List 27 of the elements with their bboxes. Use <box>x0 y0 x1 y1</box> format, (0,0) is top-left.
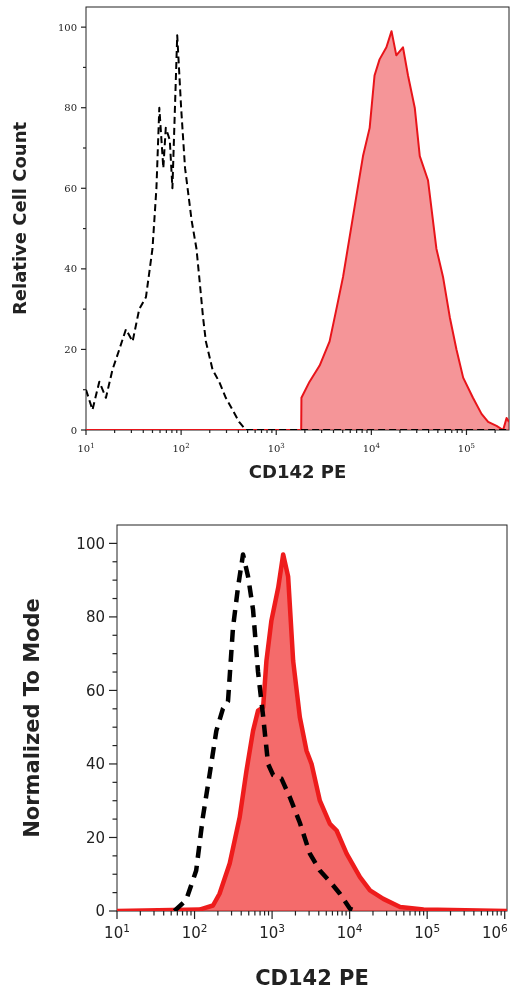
y-tick-label: 100 <box>57 21 77 33</box>
x-tick-label: 10$^{5}$ <box>457 442 476 454</box>
x-tick-label: 10$^{2}$ <box>172 442 190 454</box>
x-tick-label: 10$^{4}$ <box>336 922 363 942</box>
x-tick-label: 10$^{1}$ <box>104 922 130 942</box>
y-tick-label: 100 <box>76 534 105 553</box>
y-axis-title: Relative Cell Count <box>9 121 31 316</box>
y-tick-label: 20 <box>85 828 105 847</box>
y-tick-label: 80 <box>85 608 105 627</box>
x-axis-title: CD142 PE <box>255 966 369 990</box>
y-tick-label: 0 <box>70 424 77 436</box>
y-tick-label: 60 <box>64 182 77 194</box>
y-tick-label: 40 <box>85 755 105 774</box>
y-tick-label: 0 <box>95 902 105 921</box>
x-tick-label: 10$^{4}$ <box>362 442 381 454</box>
y-tick-label: 60 <box>85 681 105 700</box>
y-axis-title: Normalized To Mode <box>20 598 45 838</box>
x-tick-label: 10$^{3}$ <box>267 442 285 454</box>
y-tick-label: 40 <box>64 263 77 275</box>
x-tick-label: 10$^{1}$ <box>77 442 95 454</box>
x-tick-label: 10$^{6}$ <box>481 922 508 942</box>
x-tick-label: 10$^{2}$ <box>181 922 208 942</box>
y-tick-label: 20 <box>64 343 77 355</box>
x-tick-label: 10$^{5}$ <box>414 922 441 942</box>
x-tick-label: 10$^{3}$ <box>259 922 285 942</box>
y-tick-label: 80 <box>64 102 77 114</box>
x-axis-title: CD142 PE <box>248 461 347 482</box>
